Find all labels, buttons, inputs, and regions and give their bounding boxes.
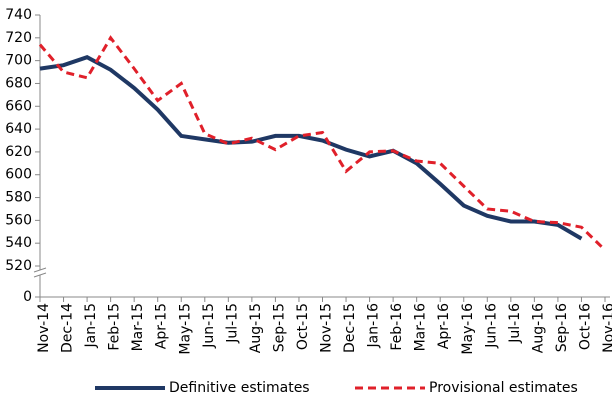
legend-label: Definitive estimates: [169, 380, 310, 396]
x-tick-label: Jul-16: [507, 303, 523, 344]
x-tick-label: Dec-14: [60, 303, 76, 353]
x-tick-label: Feb-15: [107, 303, 123, 351]
x-tick-label: Nov-16: [601, 303, 612, 353]
y-tick-label: 680: [5, 75, 32, 91]
x-tick-label: Jan-15: [83, 303, 99, 348]
x-tick-label: Oct-15: [295, 303, 311, 350]
y-tick-label: 720: [5, 30, 32, 46]
axis-break-gap: [33, 270, 47, 275]
x-tick-label: Apr-16: [436, 303, 452, 349]
y-tick-label: 0: [23, 289, 32, 305]
y-tick-label: 580: [5, 190, 32, 206]
x-tick-label: Jun-15: [201, 303, 217, 349]
x-tick-label: Sep-15: [271, 303, 287, 352]
y-tick-label: 520: [5, 258, 32, 274]
x-tick-label: Nov-15: [319, 303, 335, 353]
series-line: [39, 55, 583, 241]
x-tick-label: Jan-16: [366, 303, 382, 349]
x-tick-label: Aug-16: [530, 303, 546, 353]
series-line: [38, 35, 607, 252]
x-tick-label: Oct-16: [577, 303, 593, 350]
x-tick-label: Feb-16: [389, 303, 405, 351]
x-tick-label: Mar-16: [413, 303, 429, 351]
y-tick-label: 740: [5, 7, 32, 23]
x-tick-label: Aug-15: [248, 303, 264, 353]
legend-label: Provisional estimates: [429, 380, 578, 396]
x-tick-label: Jun-16: [483, 303, 499, 349]
x-tick-label: Apr-15: [154, 303, 170, 349]
x-tick-label: Nov-14: [36, 303, 52, 353]
x-tick-label: Jul-15: [224, 303, 240, 344]
y-tick-label: 560: [5, 212, 32, 228]
y-tick-label: 620: [5, 144, 32, 160]
x-tick-label: Mar-15: [130, 303, 146, 351]
axis-break: [33, 267, 47, 273]
x-tick-label: Sep-16: [554, 303, 570, 352]
y-tick-label: 700: [5, 53, 32, 69]
y-tick-label: 540: [5, 235, 32, 251]
x-tick-label: Dec-15: [342, 303, 358, 353]
y-tick-label: 660: [5, 98, 32, 114]
x-tick-label: May-15: [177, 303, 193, 355]
y-tick-label: 600: [5, 167, 32, 183]
y-tick-label: 640: [5, 121, 32, 137]
axis-break: [33, 272, 47, 278]
x-tick-label: May-16: [460, 303, 476, 355]
